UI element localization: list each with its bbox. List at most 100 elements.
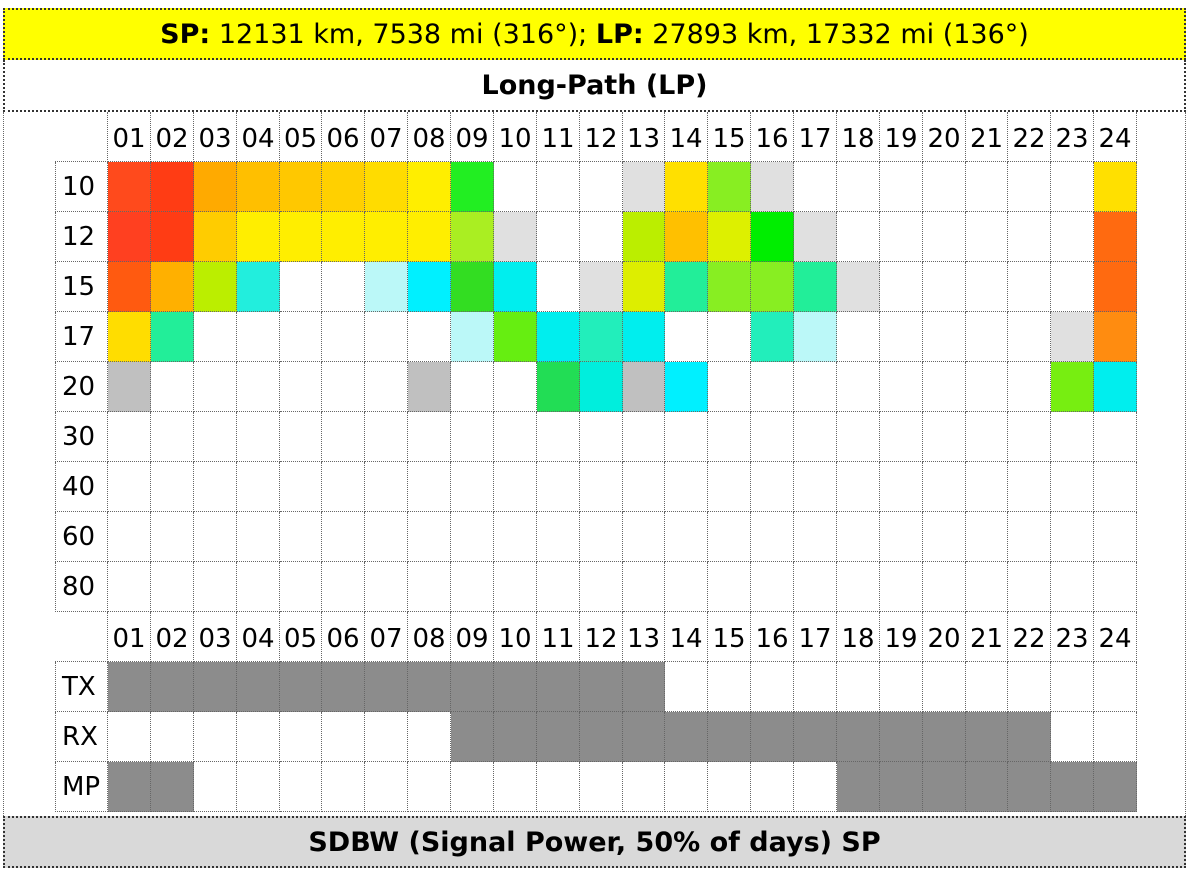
band-cell xyxy=(665,262,708,312)
band-cell xyxy=(237,262,280,312)
status-cell xyxy=(194,712,237,762)
band-cell xyxy=(623,412,665,462)
band-cell xyxy=(537,212,580,262)
band-cell xyxy=(151,412,194,462)
band-cell xyxy=(751,412,794,462)
band-cell xyxy=(151,512,194,562)
band-cell xyxy=(837,212,880,262)
band-cell xyxy=(580,562,623,612)
hour-label: 21 xyxy=(966,112,1008,162)
status-cell xyxy=(708,762,751,812)
status-cell xyxy=(1094,762,1137,812)
band-cell xyxy=(280,512,322,562)
corner xyxy=(55,612,108,662)
hour-label: 04 xyxy=(237,112,280,162)
band-cell xyxy=(280,312,322,362)
status-cell xyxy=(494,662,537,712)
band-cell xyxy=(108,212,151,262)
status-cell xyxy=(794,712,837,762)
band-cell xyxy=(408,212,451,262)
band-cell xyxy=(194,462,237,512)
status-cell xyxy=(665,712,708,762)
status-cell xyxy=(794,662,837,712)
band-cell xyxy=(451,512,494,562)
band-cell xyxy=(665,412,708,462)
status-cell xyxy=(665,762,708,812)
band-cell xyxy=(1094,212,1137,262)
band-cell xyxy=(708,362,751,412)
band-cell xyxy=(151,212,194,262)
band-cell xyxy=(494,412,537,462)
status-cell xyxy=(966,712,1008,762)
band-cell xyxy=(280,562,322,612)
band-cell xyxy=(151,562,194,612)
hour-label: 10 xyxy=(494,612,537,662)
band-cell xyxy=(837,262,880,312)
band-cell xyxy=(280,412,322,462)
band-cell xyxy=(751,212,794,262)
band-cell xyxy=(1008,262,1051,312)
band-cell xyxy=(966,362,1008,412)
band-cell xyxy=(408,512,451,562)
status-cell xyxy=(837,712,880,762)
band-cell xyxy=(151,462,194,512)
band-cell xyxy=(923,362,966,412)
footer: SDBW (Signal Power, 50% of days) SP xyxy=(3,816,1186,868)
band-cell xyxy=(751,562,794,612)
band-cell xyxy=(794,512,837,562)
status-cell xyxy=(408,712,451,762)
band-cell xyxy=(237,512,280,562)
band-cell xyxy=(365,312,408,362)
band-cell xyxy=(494,312,537,362)
status-cell xyxy=(837,662,880,712)
hour-label: 20 xyxy=(923,112,966,162)
band-cell xyxy=(451,412,494,462)
band-cell xyxy=(365,412,408,462)
status-cell xyxy=(966,762,1008,812)
band-cell xyxy=(665,562,708,612)
band-cell xyxy=(1051,162,1094,212)
hour-label: 02 xyxy=(151,612,194,662)
status-cell xyxy=(451,662,494,712)
status-cell xyxy=(408,762,451,812)
band-cell xyxy=(151,312,194,362)
band-cell xyxy=(923,262,966,312)
hour-label: 13 xyxy=(623,612,665,662)
band-cell xyxy=(280,262,322,312)
band-cell xyxy=(1051,562,1094,612)
status-cell xyxy=(1008,662,1051,712)
band-cell xyxy=(322,162,365,212)
band-cell xyxy=(623,512,665,562)
band-cell xyxy=(194,262,237,312)
band-cell xyxy=(623,262,665,312)
status-cell xyxy=(751,762,794,812)
band-cell xyxy=(1008,312,1051,362)
band-cell xyxy=(837,362,880,412)
band-cell xyxy=(365,212,408,262)
status-cell xyxy=(537,662,580,712)
hour-label: 06 xyxy=(322,612,365,662)
band-cell xyxy=(108,462,151,512)
hour-label: 20 xyxy=(923,612,966,662)
band-cell xyxy=(237,312,280,362)
band-cell xyxy=(794,312,837,362)
hour-label: 11 xyxy=(537,612,580,662)
band-cell xyxy=(708,462,751,512)
band-cell xyxy=(451,162,494,212)
band-cell xyxy=(1051,362,1094,412)
band-cell xyxy=(708,262,751,312)
band-cell xyxy=(794,462,837,512)
band-cell xyxy=(1051,312,1094,362)
band-cell xyxy=(451,462,494,512)
status-cell xyxy=(794,762,837,812)
row-label: 40 xyxy=(55,462,108,512)
band-cell xyxy=(108,162,151,212)
band-cell xyxy=(537,562,580,612)
band-cell xyxy=(708,162,751,212)
status-cell xyxy=(280,762,322,812)
status-cell xyxy=(966,662,1008,712)
hour-label: 15 xyxy=(708,112,751,162)
band-cell xyxy=(1094,462,1137,512)
band-cell xyxy=(923,562,966,612)
band-cell xyxy=(408,412,451,462)
